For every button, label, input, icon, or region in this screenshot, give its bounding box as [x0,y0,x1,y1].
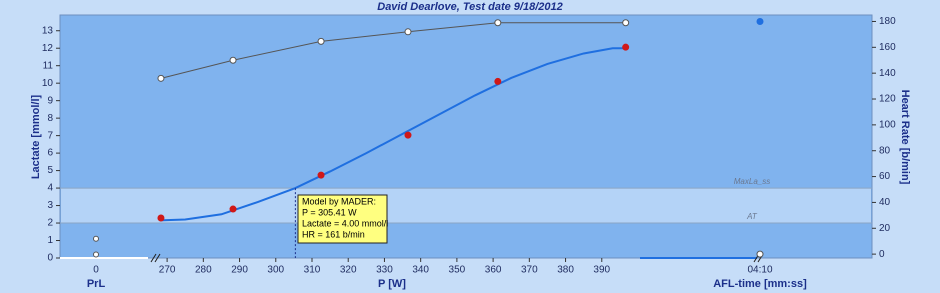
data-point [157,74,165,82]
y2-tick-label: 160 [879,42,896,53]
data-point [404,131,412,139]
x-tick-label: 340 [412,265,429,276]
y-tick-label: 7 [47,130,53,141]
data-point [229,56,237,64]
x-tick-label: 280 [195,265,212,276]
data-point [622,43,630,51]
x-tick-label: 350 [449,265,466,276]
y-tick-label: 6 [47,148,53,159]
y-tick-label: 4 [47,183,53,194]
y-tick-label: 0 [47,253,53,264]
data-point [229,205,237,213]
y-tick-label: 10 [42,78,54,89]
annotation-text: P = 305.41 W [302,207,357,217]
y-tick-label: 12 [42,43,54,54]
y2-tick-label: 0 [879,249,885,260]
x-axis-label: P [W] [378,278,406,290]
y-tick-label: 11 [43,60,54,71]
data-point [622,19,630,27]
x-tick-label: 320 [340,265,357,276]
x-tick-label: 380 [557,265,574,276]
x-tick-label: 0 [93,265,99,276]
prl-point [93,251,99,258]
data-point [157,214,165,222]
annotation-text: HR = 161 b/min [302,229,365,239]
x-tick-label: 310 [304,265,321,276]
y2-tick-label: 40 [879,197,891,208]
y2-tick-label: 20 [879,223,891,234]
x-tick-label: 270 [159,265,176,276]
threshold-label: MaxLa_ss [734,177,770,186]
data-point [404,28,412,36]
x-tick-label: 370 [521,265,538,276]
y2-tick-label: 140 [879,68,896,79]
x-axis-label: PrL [87,278,106,290]
y-tick-label: 9 [47,95,53,106]
y-axis-label: Lactate [mmol/l] [30,94,42,179]
annotation-box [297,194,388,244]
y-tick-label: 3 [47,200,53,211]
chart-title: David Dearlove, Test date 9/18/2012 [377,1,562,13]
y2-axis-label: Heart Rate [b/min] [899,90,911,185]
data-point [317,37,325,45]
y-tick-label: 1 [47,235,53,246]
x-tick-label: 390 [593,265,610,276]
annotation-text: Model by MADER: [302,196,376,206]
threshold-label: AT [746,212,758,221]
y2-tick-label: 180 [879,16,896,27]
y2-tick-label: 60 [879,171,891,182]
x-tick-label: 290 [231,265,248,276]
x-axis-label: AFL-time [mm:ss] [713,278,807,290]
y-tick-label: 8 [47,113,53,124]
y2-tick-label: 80 [879,145,891,156]
afl-point [756,250,764,258]
series-line [160,22,626,79]
y2-tick-label: 120 [879,94,896,105]
y-tick-label: 2 [47,218,53,229]
afl-point [756,17,764,25]
x-tick-label: 300 [267,265,284,276]
data-point [494,19,502,27]
annotation-text: Lactate = 4.00 mmol/l [302,218,388,228]
x-tick-label: 04:10 [747,265,772,276]
y2-tick-label: 100 [879,120,896,131]
x-tick-label: 360 [485,265,502,276]
y-tick-label: 13 [42,25,54,36]
data-point [317,171,325,179]
prl-point [93,235,99,242]
y-tick-label: 5 [47,165,53,176]
data-point [494,77,502,85]
x-tick-label: 330 [376,265,393,276]
